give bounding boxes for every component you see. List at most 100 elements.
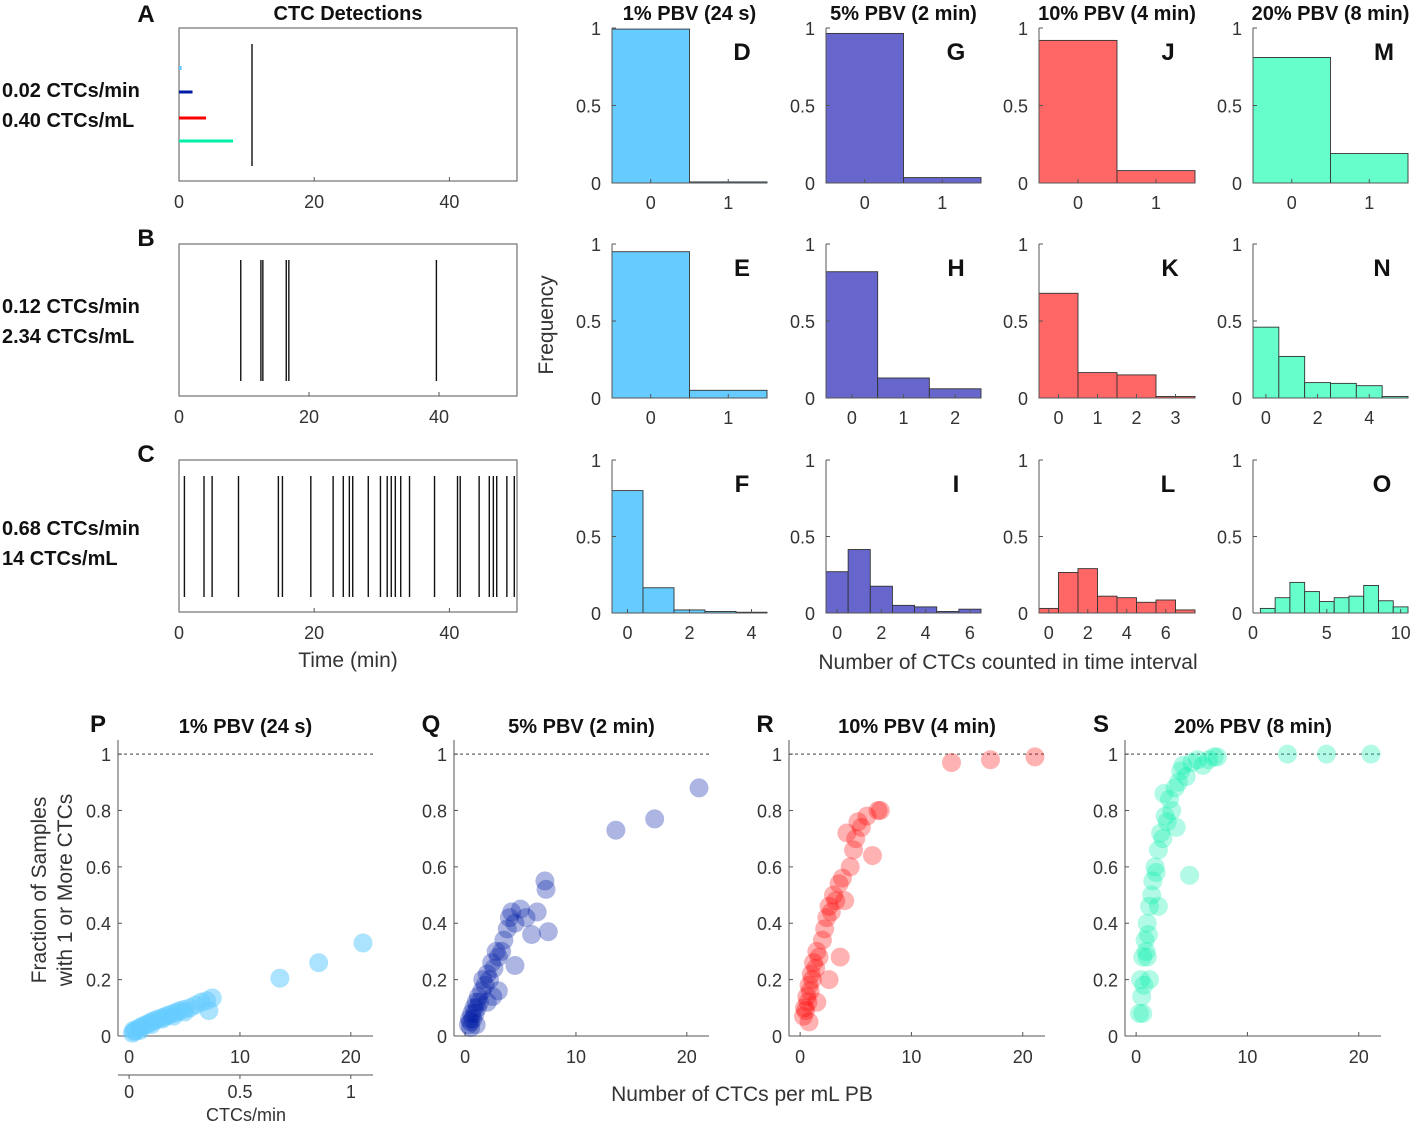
scatter-point [1133, 947, 1153, 967]
scatter-point [460, 1009, 480, 1029]
histogram-bar [1333, 597, 1350, 614]
y-tick-label: 1 [437, 745, 447, 765]
panel-letter-a: A [137, 1, 154, 28]
histogram-bar [825, 32, 904, 184]
scatter-point [799, 1012, 819, 1032]
panel-letter-f: F [735, 471, 750, 498]
y-tick-label: 0 [591, 389, 601, 409]
histogram-bar [611, 251, 690, 399]
histogram-bar [1304, 591, 1320, 614]
x-tick-label: 1 [1151, 193, 1161, 213]
scatter-point [1131, 970, 1151, 990]
x-tick-label: 0 [1131, 1047, 1141, 1067]
rate-b-per-min: 0.12 CTCs/min [2, 296, 140, 318]
x-tick-label: 20 [677, 1047, 697, 1067]
axes-frame [178, 27, 518, 182]
scatter-point [829, 874, 849, 894]
histogram-bar [1136, 601, 1157, 614]
scatter-point [462, 1003, 482, 1023]
x-tick-label: 0 [622, 623, 632, 643]
panel-title: 20% PBV (8 min) [1174, 716, 1332, 738]
panel-f: 0 0.5 1 0 2 4 [576, 451, 768, 643]
scatter-point [499, 908, 519, 928]
scatter-point [475, 975, 495, 995]
scatter-point [458, 1015, 478, 1035]
panel-letter-b: B [137, 225, 154, 252]
scatter-point [461, 1018, 481, 1038]
scatter-point [840, 857, 860, 877]
scatter-point [1137, 913, 1157, 933]
y-tick-label: 0.5 [790, 97, 815, 117]
y-tick-label: 0 [1018, 604, 1028, 624]
scatter-point [468, 987, 488, 1007]
panel-letter-r: R [756, 711, 773, 738]
panel-title: 1% PBV (24 s) [179, 716, 312, 738]
panel-m: 0 0.5 1 0 1 20% PBV (8 min) [1217, 3, 1409, 213]
histogram-bar [825, 271, 879, 399]
y-tick-label: 0.5 [790, 312, 815, 332]
scatter-point [1142, 885, 1162, 905]
histogram-bar [1038, 292, 1079, 399]
y-tick-label: 1 [1018, 19, 1028, 39]
panel-letter-g: G [947, 39, 966, 66]
rate-c-per-min: 0.68 CTCs/min [2, 518, 140, 540]
scatter-point [483, 987, 503, 1007]
scatter-point [809, 947, 829, 967]
scatter-point [1162, 800, 1182, 820]
scatter-point [1155, 806, 1175, 826]
scatter-point [1148, 840, 1168, 860]
per-ml-x-axis-label: Number of CTCs per mL PB [611, 1083, 873, 1106]
secondary-tick-label: 0.5 [227, 1082, 252, 1102]
y-tick-label: 0.4 [422, 914, 447, 934]
scatter-point [1182, 753, 1202, 773]
x-tick-label: 40 [439, 623, 459, 643]
scatter-point [464, 998, 484, 1018]
scatter-point [536, 879, 556, 899]
scatter-point [1316, 744, 1336, 764]
x-tick-label: 1 [898, 408, 908, 428]
y-tick-label: 1 [101, 745, 111, 765]
histogram-bar [1348, 595, 1365, 614]
histogram-bar [1274, 597, 1291, 614]
scatter-point [857, 806, 877, 826]
y-tick-label: 0.5 [790, 528, 815, 548]
scatter-point [1145, 857, 1165, 877]
x-tick-label: 0 [124, 1047, 134, 1067]
panel-q: 00.20.40.60.810 10 205% PBV (2 min) [422, 716, 709, 1067]
axes-frame [178, 459, 518, 613]
panel-title: 1% PBV (24 s) [623, 3, 756, 25]
y-tick-label: 1 [1018, 235, 1028, 255]
x-tick-label: 0 [832, 623, 842, 643]
x-tick-label: 4 [921, 623, 931, 643]
y-tick-label: 0 [805, 389, 815, 409]
panel-o: 00.510 5 10 [1217, 451, 1411, 643]
scatter-point [806, 958, 826, 978]
scatter-point [846, 829, 866, 849]
histogram-bar [1363, 585, 1379, 614]
scatter-point [473, 970, 493, 990]
panel-e: 0 0.5 1 0 1 [576, 235, 768, 428]
secondary-tick-label: 0 [124, 1082, 134, 1102]
panel-letter-j: J [1161, 39, 1174, 66]
scatter-point [1138, 925, 1158, 945]
scatter-point [465, 1003, 485, 1023]
x-tick-label: 20 [1349, 1047, 1369, 1067]
scatter-point [1139, 896, 1159, 916]
y-tick-label: 0.5 [1217, 312, 1242, 332]
y-tick-label: 0.6 [1093, 858, 1118, 878]
y-tick-label: 1 [805, 19, 815, 39]
y-tick-label: 0 [101, 1027, 111, 1047]
x-tick-label: 0 [1044, 623, 1054, 643]
scatter-point [807, 941, 827, 961]
scatter-point [527, 902, 547, 922]
panel-letter-s: S [1093, 711, 1109, 738]
scatter-point [942, 753, 962, 773]
scatter-point [477, 964, 497, 984]
y-tick-label: 0.5 [576, 97, 601, 117]
scatter-point [479, 970, 499, 990]
y-tick-label: 0.6 [86, 858, 111, 878]
x-tick-label: 6 [965, 623, 975, 643]
scatter-point [835, 891, 855, 911]
scatter-point [1133, 1003, 1153, 1023]
x-tick-label: 20 [304, 623, 324, 643]
